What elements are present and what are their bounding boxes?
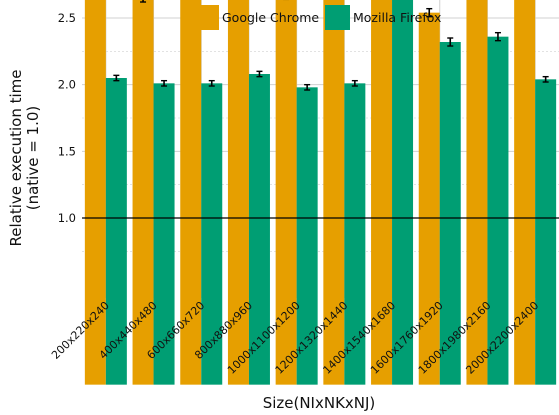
y-tick-label: 1.5 (58, 144, 76, 158)
bars (84, 0, 557, 385)
bar-chrome (275, 0, 297, 385)
y-axis-label-line2: (native = 1.0) (24, 106, 42, 211)
bar-chrome (323, 0, 345, 385)
bar-firefox (392, 0, 414, 385)
bar-firefox (535, 79, 557, 385)
bar-chrome (227, 0, 249, 385)
bar-firefox (487, 36, 509, 385)
legend-swatch-chrome (194, 5, 219, 30)
bar-chrome (132, 0, 154, 385)
bar-firefox (344, 83, 366, 385)
legend-label-firefox: Mozilla Firefox (353, 10, 441, 25)
y-tick-labels: 1.01.52.02.53.03.5 (58, 11, 76, 225)
legend-label-chrome: Google Chrome (222, 10, 319, 25)
y-tick-label: 2.5 (58, 11, 76, 25)
bar-firefox (201, 83, 223, 385)
error-bars (113, 0, 549, 91)
x-axis-label: Size(NIxNKxNJ) (263, 394, 376, 412)
bar-firefox (296, 87, 318, 385)
bar-firefox (105, 78, 127, 385)
bar-chrome (514, 0, 536, 385)
bar-firefox (439, 42, 461, 385)
bar-chrome (466, 0, 488, 385)
bar-firefox (248, 74, 270, 385)
bar-firefox (153, 83, 175, 385)
y-tick-label: 1.0 (58, 211, 76, 225)
bar-chrome (418, 12, 440, 385)
legend-swatch-firefox (325, 5, 350, 30)
y-tick-label: 2.0 (58, 78, 76, 92)
legend: Google Chrome Mozilla Firefox (194, 5, 441, 30)
bar-chrome (84, 0, 106, 385)
bar-chrome (180, 0, 202, 385)
y-axis-label-line1: Relative execution time (7, 69, 25, 246)
bar-chrome (371, 0, 393, 385)
